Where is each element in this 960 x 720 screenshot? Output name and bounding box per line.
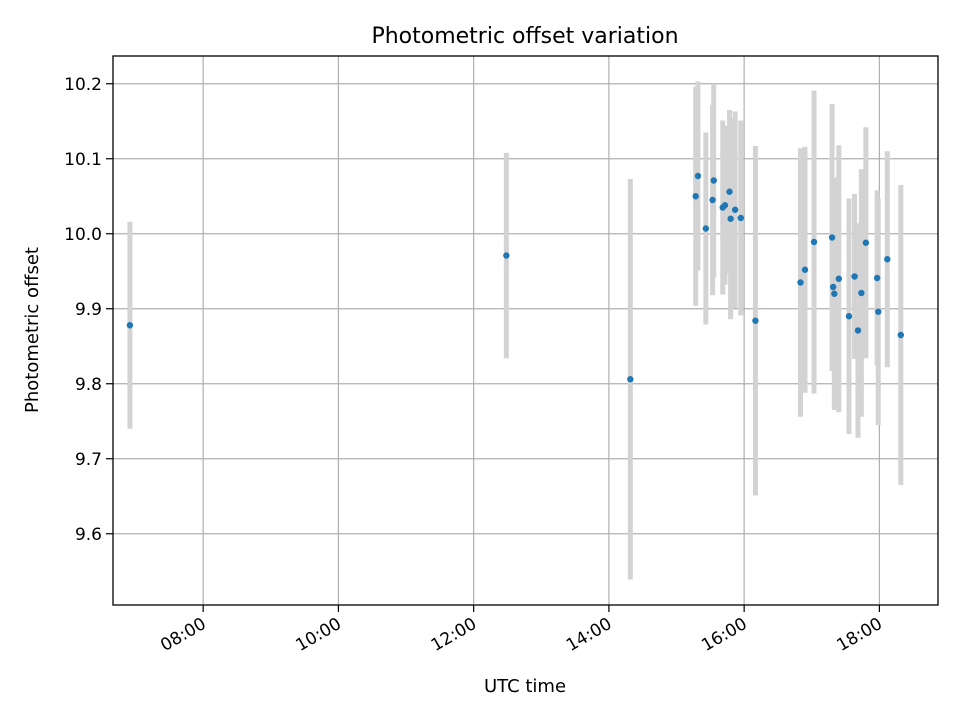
- data-point: [797, 279, 804, 286]
- data-point: [858, 289, 865, 297]
- data-point: [692, 193, 699, 200]
- data-point: [829, 283, 837, 291]
- data-point: [801, 266, 809, 273]
- data-point: [875, 308, 882, 315]
- data-point: [126, 322, 134, 329]
- data-point: [835, 275, 843, 282]
- x-tick-label: 08:00: [157, 614, 209, 656]
- data-point: [897, 331, 905, 339]
- x-tick-label: 16:00: [698, 614, 750, 656]
- y-tick-label: 9.8: [75, 375, 102, 395]
- x-tick-label: 14:00: [563, 614, 615, 656]
- data-point: [694, 172, 702, 180]
- data-point: [851, 273, 858, 280]
- data-point: [873, 274, 881, 282]
- x-tick-label: 10:00: [292, 614, 344, 656]
- y-tick-label: 9.7: [75, 450, 102, 470]
- x-axis-label: UTC time: [484, 676, 566, 697]
- y-axis-ticks: 9.6 9.7 9.8 9.9 10.0 10.1 10.2: [64, 75, 113, 545]
- data-point: [737, 214, 744, 222]
- data-point: [702, 225, 710, 232]
- chart-title: Photometric offset variation: [371, 24, 678, 49]
- x-tick-label: 12:00: [428, 614, 480, 656]
- data-point: [710, 177, 717, 184]
- y-tick-label: 10.0: [64, 225, 102, 245]
- data-point: [884, 256, 891, 263]
- data-point: [727, 215, 734, 222]
- data-point: [752, 317, 759, 324]
- error-bars: [127, 81, 904, 580]
- y-tick-label: 9.9: [75, 300, 102, 320]
- data-point: [845, 313, 853, 320]
- y-tick-label: 9.6: [75, 525, 102, 545]
- data-point: [627, 376, 634, 383]
- data-point: [503, 252, 510, 259]
- data-point: [709, 196, 716, 204]
- data-point: [731, 206, 739, 213]
- x-axis-ticks: 08:00 10:00 12:00 14:00 16:00 18:00: [157, 605, 886, 656]
- data-point: [721, 202, 729, 209]
- y-tick-label: 10.1: [64, 150, 102, 170]
- y-tick-label: 10.2: [64, 75, 102, 95]
- y-axis-label: Photometric offset: [22, 247, 43, 413]
- data-point: [854, 327, 862, 334]
- x-tick-label: 18:00: [833, 614, 885, 656]
- data-point: [862, 239, 870, 246]
- data-point: [726, 188, 733, 195]
- data-points: [126, 172, 905, 383]
- data-point: [810, 238, 818, 246]
- plot-frame: [112, 55, 939, 606]
- data-point: [828, 234, 836, 241]
- data-point: [831, 290, 838, 297]
